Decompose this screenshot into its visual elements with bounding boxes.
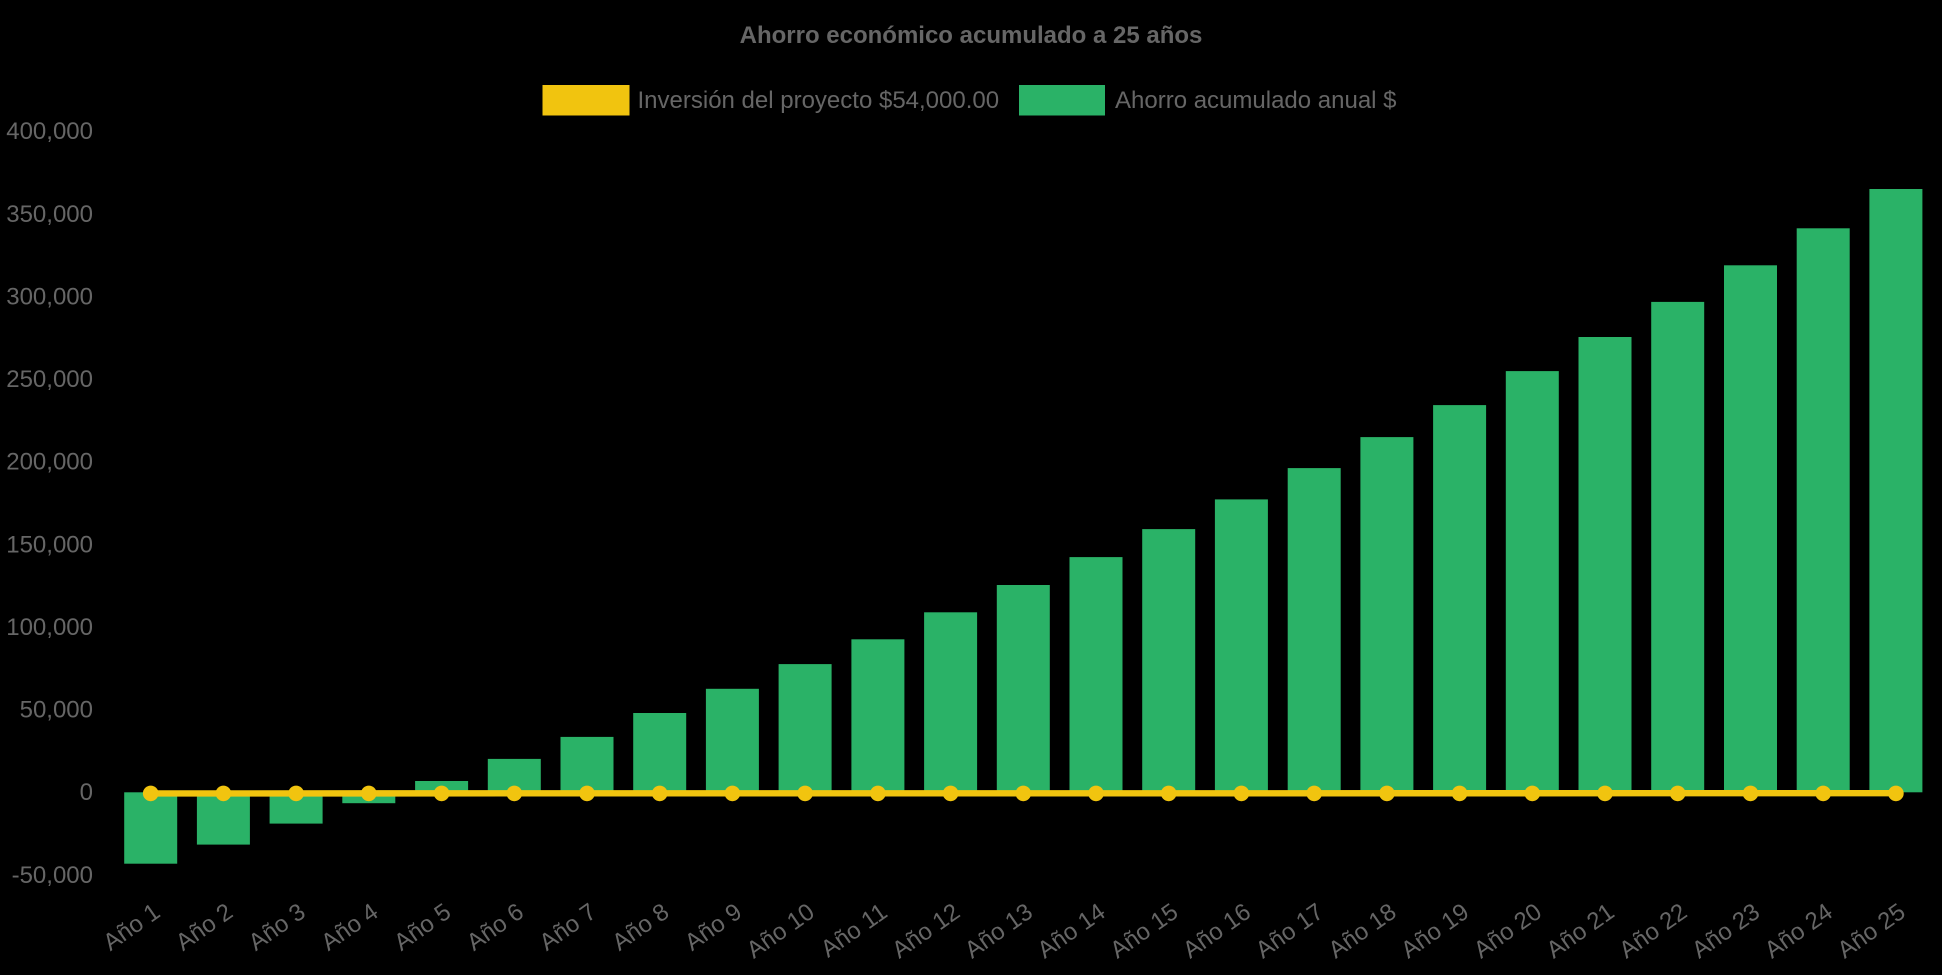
svg-text:Ahorro acumulado anual $: Ahorro acumulado anual $ [1115, 87, 1397, 114]
svg-text:-50,000: -50,000 [12, 862, 93, 889]
svg-text:150,000: 150,000 [6, 531, 93, 558]
svg-text:100,000: 100,000 [6, 614, 93, 641]
svg-text:400,000: 400,000 [6, 118, 93, 145]
svg-text:Inversión del proyecto $54,000: Inversión del proyecto $54,000.00 [638, 87, 1000, 114]
svg-text:Ahorro económico acumulado a 2: Ahorro económico acumulado a 25 años [740, 22, 1203, 49]
svg-text:250,000: 250,000 [6, 366, 93, 393]
svg-text:300,000: 300,000 [6, 283, 93, 310]
svg-text:0: 0 [80, 779, 93, 806]
svg-text:200,000: 200,000 [6, 449, 93, 476]
svg-text:350,000: 350,000 [6, 201, 93, 228]
svg-text:50,000: 50,000 [20, 697, 93, 724]
